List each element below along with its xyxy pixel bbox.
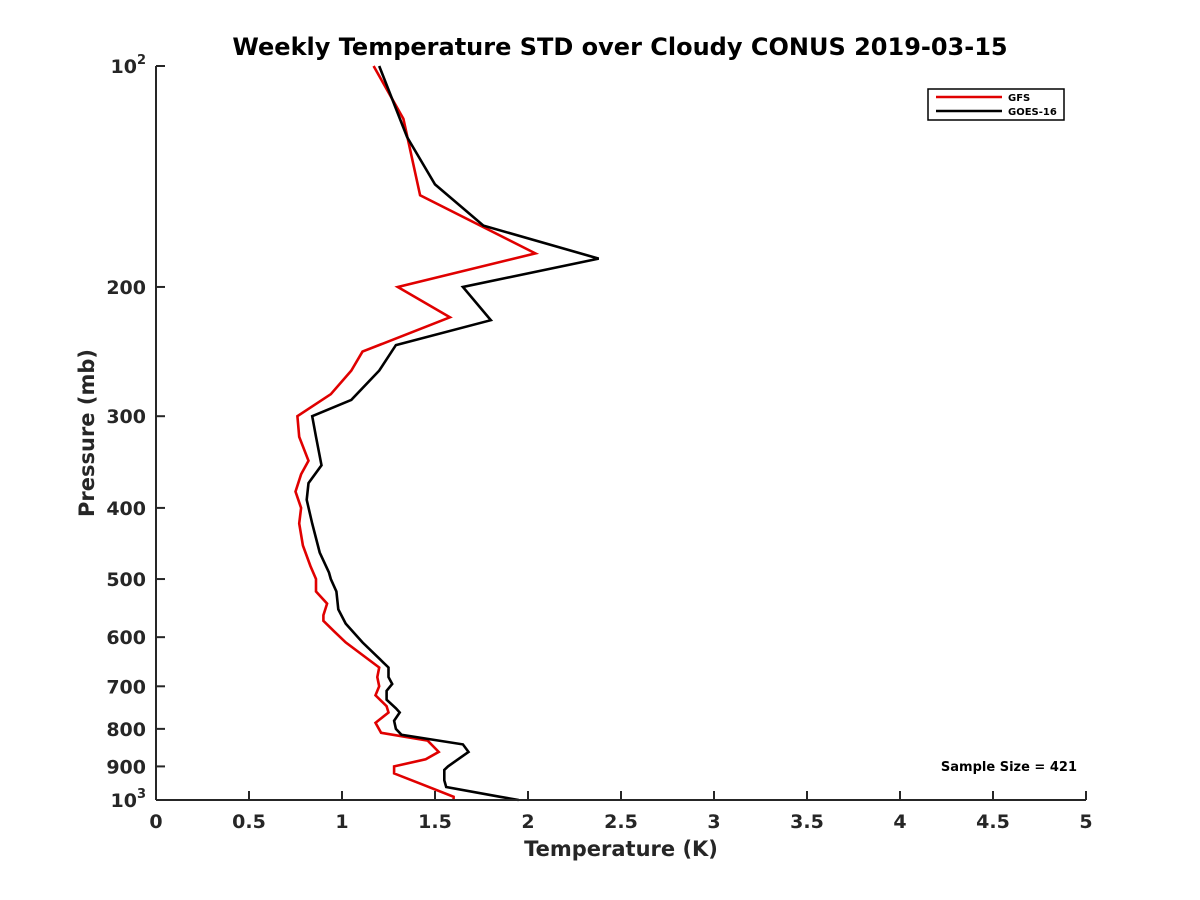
y-tick-label: 900 xyxy=(106,756,146,778)
y-tick-label: 700 xyxy=(106,676,146,698)
y-tick-label: 800 xyxy=(106,719,146,741)
y-axis-label: Pressure (mb) xyxy=(75,349,99,517)
series-line-gfs xyxy=(294,65,540,800)
x-tick-label: 4 xyxy=(893,811,906,833)
y-tick-label: 102 xyxy=(111,53,147,78)
legend-label-goes16: GOES-16 xyxy=(1008,107,1057,118)
x-tick-label: 0.5 xyxy=(232,811,266,833)
legend-box xyxy=(927,88,1065,121)
x-tick-label: 5 xyxy=(1079,811,1092,833)
y-tick-label: 600 xyxy=(106,627,146,649)
y-tick-label: 300 xyxy=(106,406,146,428)
sample-size-annotation: Sample Size = 421 xyxy=(941,760,1077,775)
x-tick-label: 1 xyxy=(335,811,348,833)
x-tick-label: 0 xyxy=(149,811,162,833)
legend: GFS GOES-16 xyxy=(927,88,1065,121)
x-ticks: 0 0.5 1 1.5 2 2.5 3 3.5 4 4.5 5 xyxy=(149,791,1093,833)
y-tick-label: 400 xyxy=(106,498,146,520)
y-tick-label: 500 xyxy=(106,569,146,591)
x-tick-label: 1.5 xyxy=(418,811,452,833)
legend-label-gfs: GFS xyxy=(1008,93,1030,104)
x-axis-label: Temperature (K) xyxy=(524,837,718,861)
series-layer xyxy=(294,65,600,802)
y-tick-label: 200 xyxy=(106,277,146,299)
x-tick-label: 3 xyxy=(707,811,720,833)
x-tick-label: 3.5 xyxy=(790,811,824,833)
x-tick-label: 2.5 xyxy=(604,811,638,833)
y-tick-label: 103 xyxy=(111,787,147,812)
y-ticks: 102 200 300 400 500 600 700 800 900 103 xyxy=(106,53,165,812)
x-tick-label: 2 xyxy=(521,811,534,833)
x-tick-label: 4.5 xyxy=(976,811,1010,833)
series-line-goes16 xyxy=(305,65,600,802)
chart-title: Weekly Temperature STD over Cloudy CONUS… xyxy=(232,33,1007,61)
